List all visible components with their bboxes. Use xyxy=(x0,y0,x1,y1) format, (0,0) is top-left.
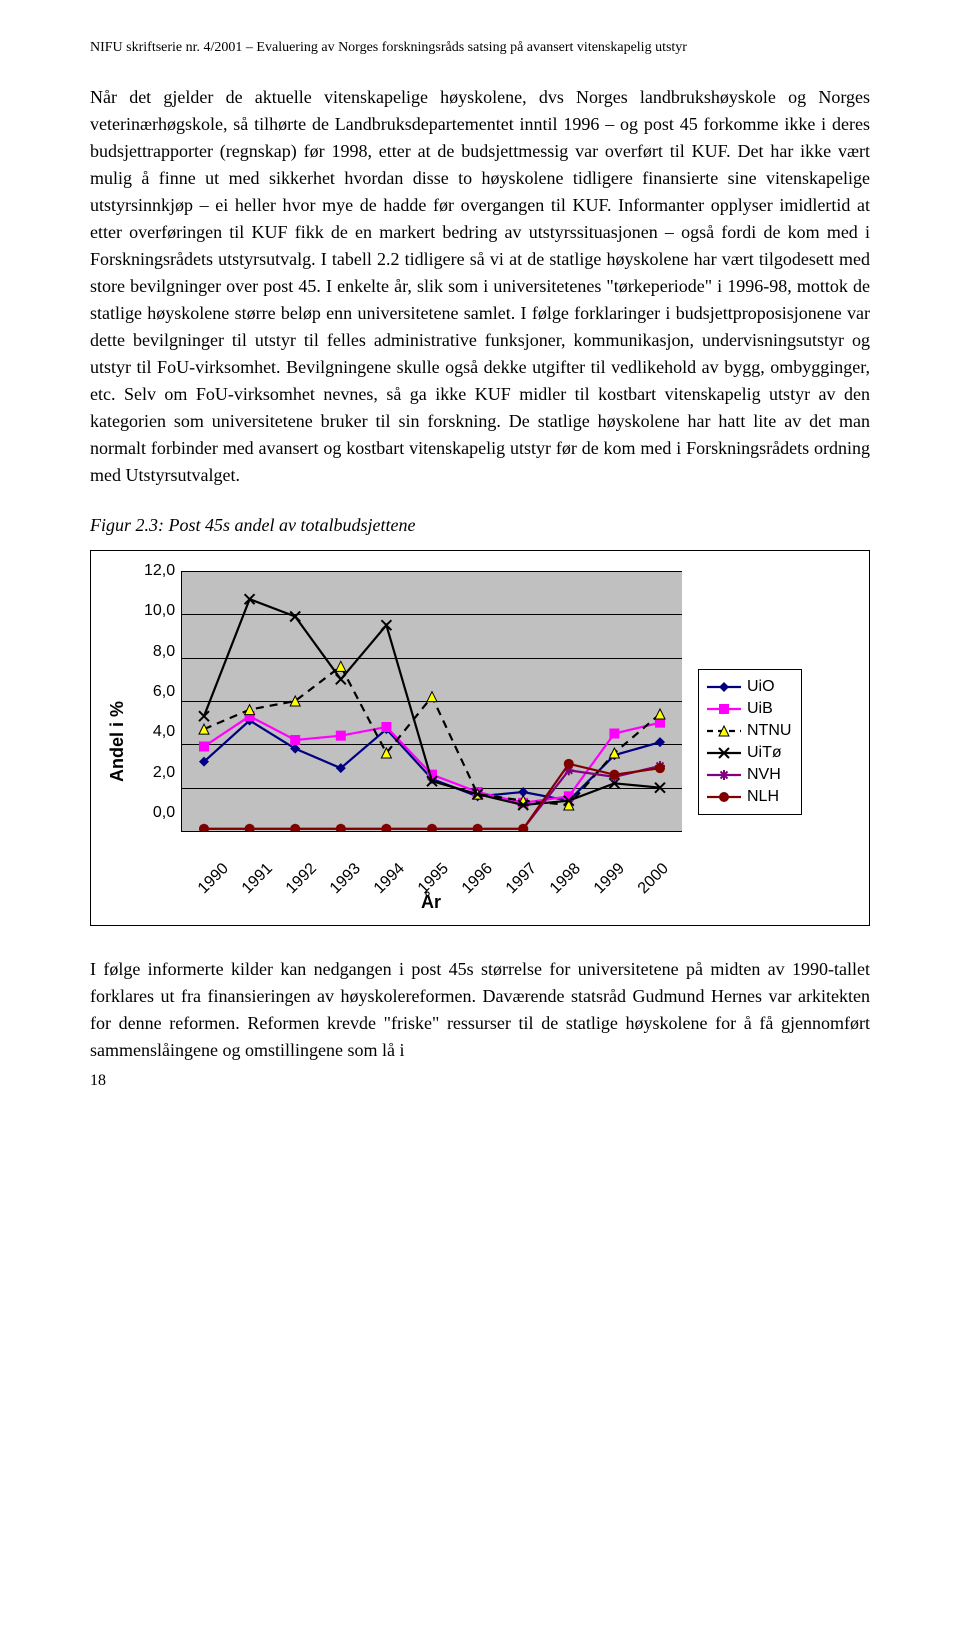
body-paragraph: Når det gjelder de aktuelle vitenskapeli… xyxy=(90,84,870,489)
after-paragraph: I følge informerte kilder kan nedgangen … xyxy=(90,956,870,1064)
legend-item: NVH xyxy=(707,764,791,786)
legend-item: NTNU xyxy=(707,720,791,742)
legend-label: UiB xyxy=(747,700,773,718)
figure-caption: Figur 2.3: Post 45s andel av totalbudsje… xyxy=(90,515,870,536)
legend-label: UiO xyxy=(747,678,775,696)
legend-item: UiTø xyxy=(707,742,791,764)
legend-label: NLH xyxy=(747,788,779,806)
plot-area xyxy=(181,571,682,832)
legend-item: UiB xyxy=(707,698,791,720)
page-number: 18 xyxy=(90,1072,870,1090)
y-axis-label: Andel i % xyxy=(107,701,128,782)
y-ticks: 12,010,08,06,04,02,00,0 xyxy=(144,562,181,822)
legend-label: NVH xyxy=(747,766,781,784)
legend-item: UiO xyxy=(707,676,791,698)
x-ticks: 1990199119921993199419951996199719981999… xyxy=(181,838,684,856)
legend-label: NTNU xyxy=(747,722,791,740)
running-header: NIFU skriftserie nr. 4/2001 – Evaluering… xyxy=(90,40,870,56)
legend-item: NLH xyxy=(707,786,791,808)
chart-frame: Andel i % 12,010,08,06,04,02,00,0 199019… xyxy=(90,550,870,926)
legend-label: UiTø xyxy=(747,744,782,762)
legend: UiO UiB NTNU UiTø NVH NLH xyxy=(698,669,802,815)
